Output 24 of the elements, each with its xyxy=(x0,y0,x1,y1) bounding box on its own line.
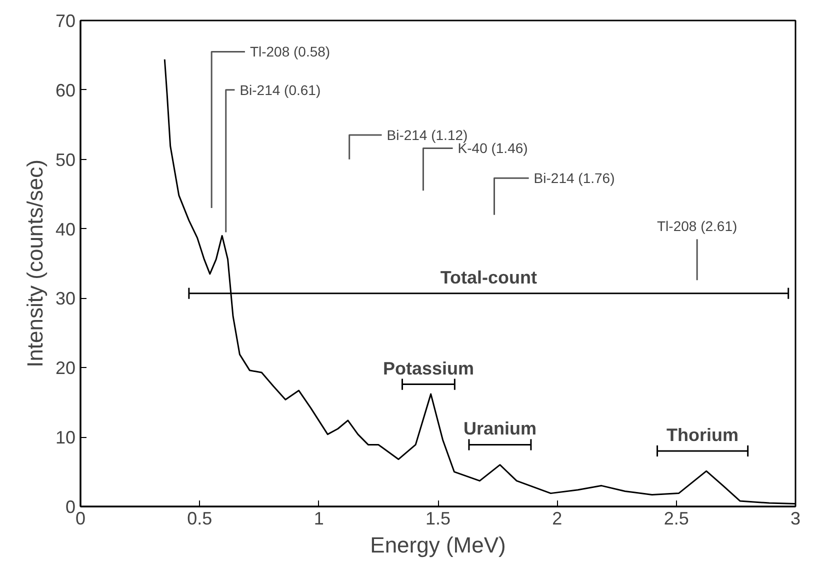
series-label: Total-count xyxy=(440,267,537,288)
x-tick-label: 2.5 xyxy=(664,508,689,528)
y-tick-label: 30 xyxy=(55,288,76,309)
series-label: Potassium xyxy=(382,358,474,378)
y-tick-label: 40 xyxy=(55,219,76,240)
x-tick-label: 1 xyxy=(314,508,324,528)
x-tick-label: 3 xyxy=(790,508,801,528)
series-label: Uranium xyxy=(463,418,536,439)
series-label: Bi-214 (0.61) xyxy=(240,82,321,98)
series-label: Bi-214 (1.12) xyxy=(386,127,468,144)
y-tick-label: 50 xyxy=(55,150,76,170)
series-label: Bi-214 (1.76) xyxy=(534,170,615,186)
x-tick-label: 2 xyxy=(552,508,562,528)
x-axis-title: Energy (MeV) xyxy=(370,532,506,558)
y-tick-label: 10 xyxy=(55,428,76,448)
series-label: Tl-208 (0.58) xyxy=(250,44,330,60)
series-label: Thorium xyxy=(666,424,739,445)
y-tick-label: 60 xyxy=(55,80,76,100)
x-tick-label: 0.5 xyxy=(187,508,212,528)
y-tick-label: 70 xyxy=(55,11,76,31)
y-axis-title: Intensity (counts/sec) xyxy=(22,160,48,368)
series-label: Tl-208 (2.61) xyxy=(656,218,738,234)
y-tick-label: 20 xyxy=(55,358,76,378)
x-tick-label: 1.5 xyxy=(425,508,451,528)
